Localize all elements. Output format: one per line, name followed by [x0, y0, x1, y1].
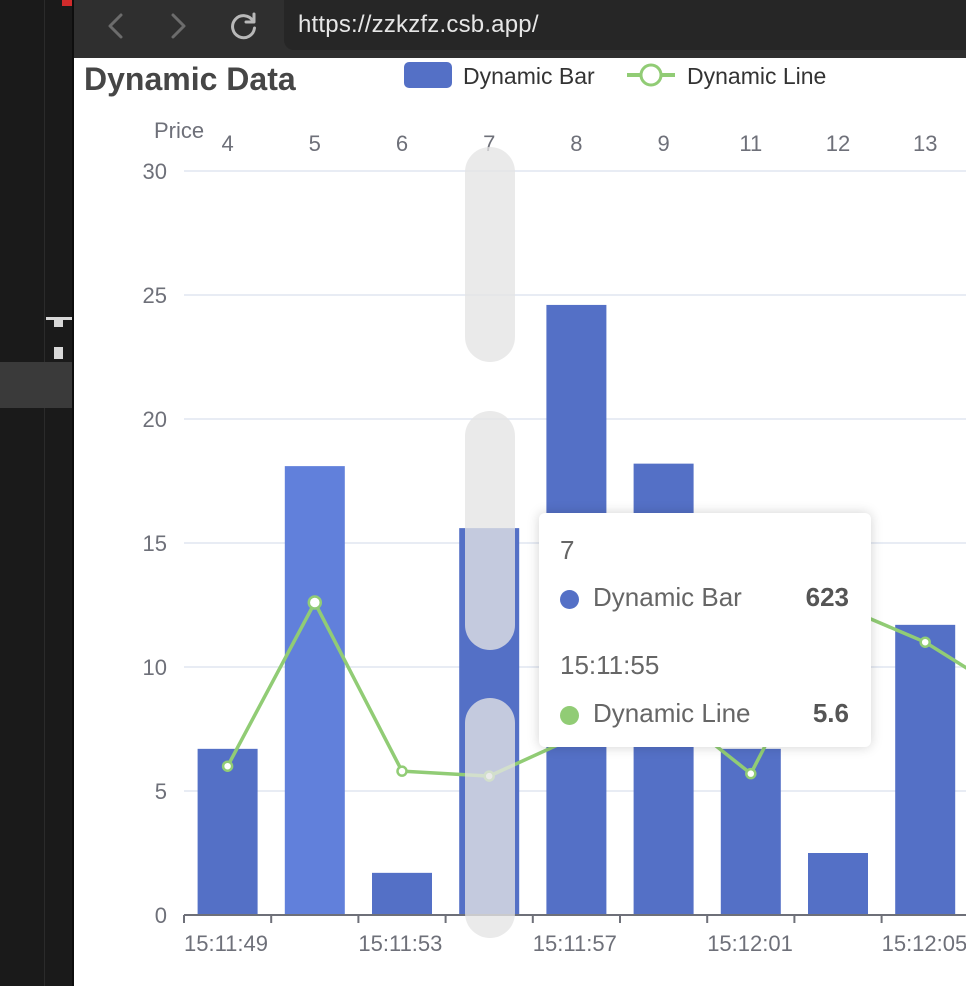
line-point: [745, 767, 757, 780]
bar: [372, 872, 432, 915]
x-top-axis-name: Price: [154, 118, 204, 143]
bar: [197, 748, 258, 915]
bar: [808, 853, 868, 915]
sidebar-selected-item[interactable]: [0, 362, 72, 408]
x-top-tick-label: 13: [913, 131, 937, 156]
back-icon: [108, 13, 123, 39]
scroll-overlay-pill: [465, 411, 515, 650]
y-tick-label: 25: [143, 283, 167, 308]
left-sidebar-strip: [0, 0, 74, 986]
line-point: [221, 760, 234, 772]
line-point: [919, 636, 931, 648]
back-button[interactable]: [96, 8, 136, 44]
tooltip-bar-marker: [560, 590, 579, 609]
y-tick-label: 30: [143, 159, 167, 184]
bar: [284, 466, 345, 915]
x-bottom-tick-label: 15:12:01: [707, 931, 793, 956]
tooltip-bar-value: 623: [805, 582, 849, 612]
tooltip-line-marker: [560, 706, 579, 725]
x-top-tick-label: 5: [309, 131, 321, 156]
reload-icon: [231, 12, 256, 40]
legend-line-label: Dynamic Line: [687, 63, 826, 89]
page-content: Dynamic Data Dynamic Bar Dynamic Line 0 5 10 1…: [74, 58, 966, 986]
y-tick-label: 10: [143, 655, 167, 680]
bar: [895, 624, 956, 915]
sidebar-edge: [72, 0, 74, 986]
x-bottom-tick-label: 15:11:57: [533, 931, 617, 956]
red-indicator: [62, 0, 72, 6]
browser-toolbar: https://zzkzfz.csb.app/: [74, 0, 966, 58]
y-tick-label: 0: [155, 903, 167, 928]
reload-button[interactable]: [224, 8, 264, 44]
forward-button[interactable]: [158, 8, 198, 44]
x-bottom-tick-label: 15:12:05: [882, 931, 966, 956]
tooltip-row-line: Dynamic Line 5.6: [560, 698, 849, 728]
x-top-tick-label: 11: [739, 131, 762, 156]
x-top-tick-label: 8: [570, 131, 582, 156]
legend-bar-swatch: [404, 62, 452, 88]
tooltip-row-bar: Dynamic Bar 623: [560, 582, 849, 612]
sidebar-divider: [44, 0, 45, 986]
chart-tooltip: 7 Dynamic Bar 623 15:11:55 Dynamic Line …: [539, 513, 871, 747]
x-top-tick-label: 12: [826, 131, 850, 156]
line-point: [307, 595, 323, 610]
tooltip-bar-name: Dynamic Bar: [593, 582, 742, 612]
address-bar[interactable]: https://zzkzfz.csb.app/: [284, 0, 966, 50]
forward-icon: [171, 13, 186, 39]
url-text[interactable]: https://zzkzfz.csb.app/: [298, 11, 539, 38]
resize-handle[interactable]: [46, 317, 72, 320]
scroll-overlay-pill: [465, 147, 515, 362]
y-tick-label: 15: [143, 531, 167, 556]
x-top-tick-label: 4: [221, 131, 233, 156]
tooltip-time: 15:11:55: [560, 650, 660, 680]
x-top-tick-label: 9: [657, 131, 669, 156]
resize-handle-lower[interactable]: [54, 347, 63, 359]
legend-bar-label: Dynamic Bar: [463, 63, 595, 89]
resize-handle-knob[interactable]: [54, 320, 63, 327]
tooltip-line-value: 5.6: [812, 698, 849, 728]
tooltip-header: 7: [560, 535, 575, 565]
x-bottom-tick-label: 15:11:53: [358, 931, 442, 956]
y-tick-label: 20: [143, 407, 167, 432]
tooltip-line-name: Dynamic Line: [593, 698, 751, 728]
line-point: [396, 765, 408, 777]
legend-line-marker: [639, 63, 663, 87]
chart-title: Dynamic Data: [84, 61, 296, 97]
x-top-tick-label: 6: [396, 131, 408, 156]
scroll-overlay-pill: [465, 698, 515, 938]
y-tick-label: 5: [155, 779, 167, 804]
x-bottom-tick-label: 15:11:49: [184, 931, 268, 956]
